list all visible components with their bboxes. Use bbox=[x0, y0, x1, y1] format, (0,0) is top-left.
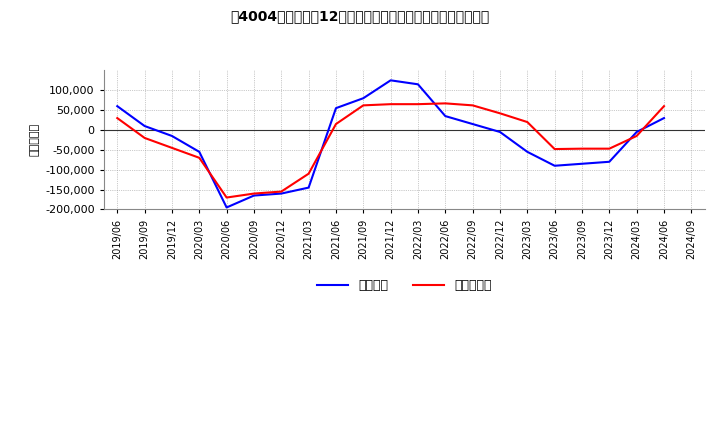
当期純利益 bbox=[305, 171, 313, 176]
Text: ［4004］　利益の12か月移動合計の対前年同期増減額の推移: ［4004］ 利益の12か月移動合計の対前年同期増減額の推移 bbox=[230, 9, 490, 23]
経常利益 bbox=[414, 82, 423, 87]
経常利益 bbox=[660, 115, 668, 121]
当期純利益 bbox=[277, 189, 286, 194]
経常利益 bbox=[222, 205, 231, 210]
経常利益 bbox=[495, 129, 504, 135]
経常利益 bbox=[250, 193, 258, 198]
当期純利益 bbox=[359, 103, 368, 108]
Y-axis label: （百万円）: （百万円） bbox=[30, 123, 40, 157]
Line: 当期純利益: 当期純利益 bbox=[117, 103, 664, 198]
当期純利益 bbox=[550, 147, 559, 152]
経常利益 bbox=[168, 133, 176, 139]
当期純利益 bbox=[495, 111, 504, 116]
経常利益 bbox=[387, 78, 395, 83]
Line: 経常利益: 経常利益 bbox=[117, 81, 664, 208]
経常利益 bbox=[140, 123, 149, 128]
当期純利益 bbox=[441, 101, 449, 106]
経常利益 bbox=[113, 103, 122, 109]
経常利益 bbox=[332, 106, 341, 111]
当期純利益 bbox=[387, 102, 395, 107]
経常利益 bbox=[305, 185, 313, 190]
経常利益 bbox=[441, 114, 449, 119]
経常利益 bbox=[195, 149, 204, 154]
当期純利益 bbox=[222, 195, 231, 200]
当期純利益 bbox=[140, 136, 149, 141]
当期純利益 bbox=[168, 145, 176, 150]
経常利益 bbox=[468, 121, 477, 127]
経常利益 bbox=[523, 149, 531, 154]
Legend: 経常利益, 当期純利益: 経常利益, 当期純利益 bbox=[312, 274, 497, 297]
当期純利益 bbox=[468, 103, 477, 108]
当期純利益 bbox=[577, 146, 586, 151]
当期純利益 bbox=[605, 146, 613, 151]
経常利益 bbox=[550, 163, 559, 169]
当期純利益 bbox=[113, 115, 122, 121]
当期純利益 bbox=[250, 191, 258, 196]
当期純利益 bbox=[332, 121, 341, 127]
当期純利益 bbox=[414, 102, 423, 107]
経常利益 bbox=[277, 191, 286, 196]
経常利益 bbox=[577, 161, 586, 166]
経常利益 bbox=[605, 159, 613, 165]
当期純利益 bbox=[632, 133, 641, 139]
当期純利益 bbox=[195, 155, 204, 161]
経常利益 bbox=[632, 129, 641, 135]
経常利益 bbox=[359, 95, 368, 101]
当期純利益 bbox=[660, 103, 668, 109]
当期純利益 bbox=[523, 119, 531, 125]
